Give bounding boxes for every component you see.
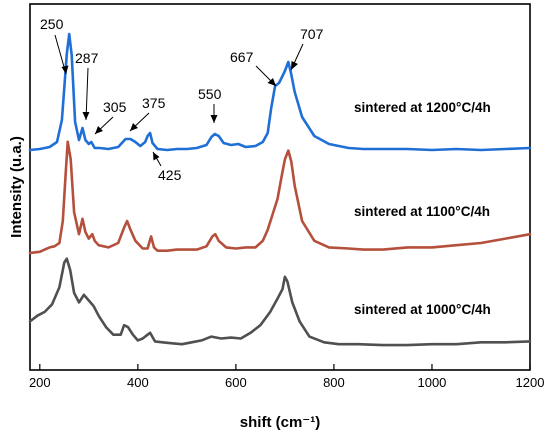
annotation-667: 667 (230, 49, 254, 65)
annotation-287: 287 (75, 50, 99, 66)
x-tick-label-600: 600 (225, 375, 247, 390)
x-tick-label-400: 400 (127, 375, 149, 390)
x-tick-label-1000: 1000 (417, 375, 446, 390)
plot-frame (29, 3, 531, 371)
annotation-425: 425 (158, 167, 182, 183)
x-tick-label-800: 800 (323, 375, 345, 390)
series-label-1000: sintered at 1000°C/4h (354, 302, 491, 317)
x-axis-ticks: 200 400 600 800 1000 1200 (29, 364, 545, 390)
series-line-1 (28, 140, 532, 255)
series-labels: sintered at 1200°C/4h sintered at 1100°C… (354, 100, 491, 317)
arrowhead-375 (130, 123, 138, 131)
series-label-1100: sintered at 1100°C/4h (354, 204, 490, 219)
annotation-550: 550 (198, 86, 222, 102)
arrowhead-667 (267, 78, 276, 86)
y-axis-title: Intensity (u.a.) (8, 136, 25, 238)
peak-annotations: 250 287 305 375 425 550 667 707 (40, 16, 324, 183)
annotation-305: 305 (103, 99, 127, 115)
x-axis-title: shift (cm⁻¹) (240, 414, 320, 431)
annotation-707: 707 (300, 26, 324, 42)
series-line-2 (28, 257, 532, 347)
x-tick-label-1200: 1200 (516, 375, 545, 390)
arrowhead-425 (153, 152, 160, 161)
arrow-287 (85, 67, 89, 121)
spectra-series (28, 32, 532, 347)
arrowhead-250 (61, 65, 69, 74)
annotation-375: 375 (142, 95, 166, 111)
x-tick-label-200: 200 (29, 375, 51, 390)
arrowhead-305 (95, 126, 103, 134)
series-line-0 (28, 32, 532, 152)
series-label-1200: sintered at 1200°C/4h (354, 100, 491, 115)
arrowhead-287 (82, 112, 90, 120)
annotation-250: 250 (40, 16, 64, 32)
arrowhead-550 (210, 115, 218, 123)
arrowhead-707 (291, 61, 298, 70)
